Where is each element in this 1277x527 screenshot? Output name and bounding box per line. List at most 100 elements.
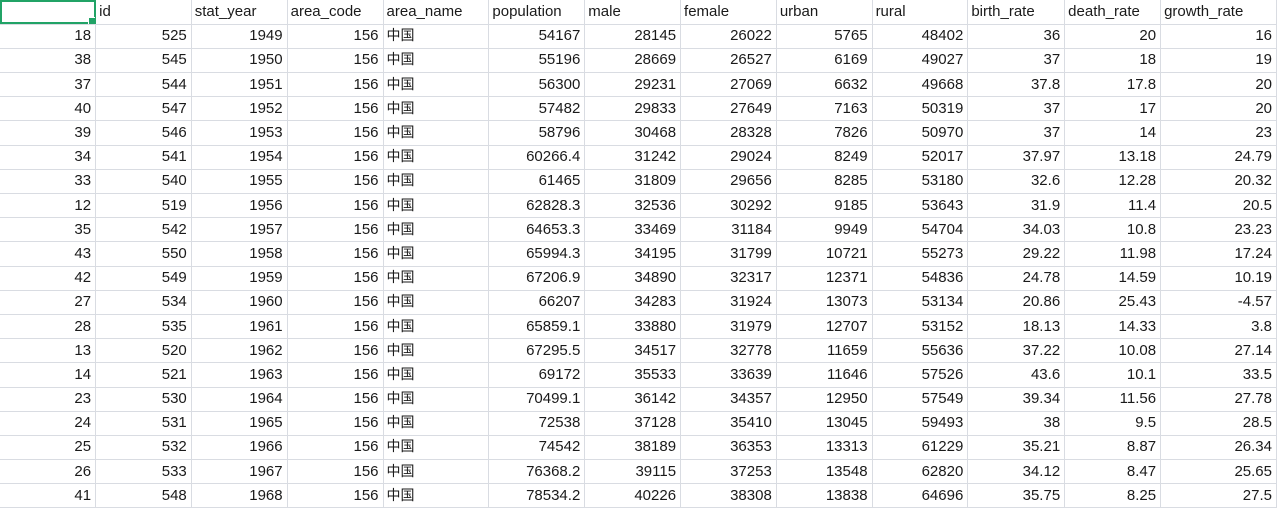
- cell-population[interactable]: 65859.1: [488, 314, 586, 340]
- cell-rural[interactable]: 49668: [872, 72, 969, 98]
- cell-id[interactable]: 542: [95, 217, 192, 243]
- cell-area-name[interactable]: 中国: [383, 266, 490, 291]
- cell-female[interactable]: 31184: [680, 217, 777, 243]
- cell-stat-year[interactable]: 1962: [191, 338, 288, 364]
- cell-rural[interactable]: 53643: [872, 193, 969, 219]
- cell-male[interactable]: 28145: [584, 24, 682, 49]
- cell-urban[interactable]: 13045: [776, 411, 873, 436]
- cell-birth-rate[interactable]: 24.78: [967, 266, 1066, 291]
- header-cell-area-code[interactable]: area_code: [287, 0, 384, 25]
- cell-birth-rate[interactable]: 35.21: [967, 435, 1066, 461]
- cell-birth-rate[interactable]: 20.86: [967, 290, 1066, 315]
- cell-death-rate[interactable]: 14.33: [1064, 314, 1162, 340]
- cell-urban[interactable]: 9185: [776, 193, 873, 219]
- cell-stat-year[interactable]: 1949: [191, 24, 288, 49]
- cell-urban[interactable]: 8249: [776, 145, 873, 170]
- cell-population[interactable]: 62828.3: [488, 193, 586, 219]
- cell-area-code[interactable]: 156: [287, 314, 384, 340]
- cell-id[interactable]: 521: [95, 362, 192, 388]
- cell-male[interactable]: 32536: [584, 193, 682, 219]
- header-cell-birth-rate[interactable]: birth_rate: [967, 0, 1066, 25]
- cell-area-name[interactable]: 中国: [383, 24, 490, 49]
- cell-population[interactable]: 67206.9: [488, 266, 586, 291]
- cell-growth-rate[interactable]: 28.5: [1160, 411, 1277, 436]
- cell-index[interactable]: 33: [0, 169, 97, 195]
- cell-area-code[interactable]: 156: [287, 459, 384, 485]
- cell-growth-rate[interactable]: 27.78: [1160, 387, 1277, 412]
- header-cell-urban[interactable]: urban: [776, 0, 873, 25]
- cell-id[interactable]: 525: [95, 24, 192, 49]
- cell-male[interactable]: 29231: [584, 72, 682, 98]
- cell-id[interactable]: 548: [95, 483, 192, 509]
- cell-index[interactable]: 13: [0, 338, 97, 364]
- cell-birth-rate[interactable]: 36: [967, 24, 1066, 49]
- cell-rural[interactable]: 50970: [872, 120, 969, 146]
- cell-index[interactable]: 35: [0, 217, 97, 243]
- cell-urban[interactable]: 13548: [776, 459, 873, 485]
- cell-area-code[interactable]: 156: [287, 96, 384, 122]
- cell-male[interactable]: 29833: [584, 96, 682, 122]
- cell-index[interactable]: 27: [0, 290, 97, 315]
- cell-rural[interactable]: 55273: [872, 241, 969, 267]
- cell-growth-rate[interactable]: 23: [1160, 120, 1277, 146]
- cell-area-name[interactable]: 中国: [383, 169, 490, 195]
- cell-birth-rate[interactable]: 18.13: [967, 314, 1066, 340]
- cell-area-code[interactable]: 156: [287, 411, 384, 436]
- cell-area-name[interactable]: 中国: [383, 290, 490, 315]
- cell-index[interactable]: 26: [0, 459, 97, 485]
- cell-death-rate[interactable]: 10.08: [1064, 338, 1162, 364]
- cell-male[interactable]: 40226: [584, 483, 682, 509]
- cell-index[interactable]: 12: [0, 193, 97, 219]
- cell-male[interactable]: 34517: [584, 338, 682, 364]
- cell-rural[interactable]: 53180: [872, 169, 969, 195]
- cell-id[interactable]: 540: [95, 169, 192, 195]
- cell-area-name[interactable]: 中国: [383, 72, 490, 98]
- cell-stat-year[interactable]: 1953: [191, 120, 288, 146]
- cell-female[interactable]: 26022: [680, 24, 777, 49]
- cell-stat-year[interactable]: 1967: [191, 459, 288, 485]
- cell-id[interactable]: 531: [95, 411, 192, 436]
- cell-index[interactable]: 39: [0, 120, 97, 146]
- cell-growth-rate[interactable]: 20: [1160, 72, 1277, 98]
- cell-urban[interactable]: 12371: [776, 266, 873, 291]
- cell-index[interactable]: 24: [0, 411, 97, 436]
- cell-index[interactable]: 23: [0, 387, 97, 412]
- cell-area-name[interactable]: 中国: [383, 120, 490, 146]
- cell-birth-rate[interactable]: 37.22: [967, 338, 1066, 364]
- cell-female[interactable]: 32317: [680, 266, 777, 291]
- cell-female[interactable]: 27069: [680, 72, 777, 98]
- cell-death-rate[interactable]: 8.87: [1064, 435, 1162, 461]
- cell-population[interactable]: 55196: [488, 48, 586, 74]
- header-cell-index[interactable]: [0, 0, 97, 25]
- cell-id[interactable]: 519: [95, 193, 192, 219]
- cell-death-rate[interactable]: 10.1: [1064, 362, 1162, 388]
- cell-stat-year[interactable]: 1952: [191, 96, 288, 122]
- cell-male[interactable]: 34890: [584, 266, 682, 291]
- cell-id[interactable]: 549: [95, 266, 192, 291]
- cell-rural[interactable]: 57526: [872, 362, 969, 388]
- cell-stat-year[interactable]: 1954: [191, 145, 288, 170]
- cell-index[interactable]: 18: [0, 24, 97, 49]
- cell-urban[interactable]: 12950: [776, 387, 873, 412]
- cell-area-code[interactable]: 156: [287, 48, 384, 74]
- cell-id[interactable]: 535: [95, 314, 192, 340]
- cell-urban[interactable]: 13838: [776, 483, 873, 509]
- cell-urban[interactable]: 9949: [776, 217, 873, 243]
- cell-area-name[interactable]: 中国: [383, 241, 490, 267]
- cell-growth-rate[interactable]: 23.23: [1160, 217, 1277, 243]
- cell-area-code[interactable]: 156: [287, 435, 384, 461]
- cell-area-name[interactable]: 中国: [383, 362, 490, 388]
- cell-growth-rate[interactable]: 20.5: [1160, 193, 1277, 219]
- cell-male[interactable]: 34195: [584, 241, 682, 267]
- cell-male[interactable]: 34283: [584, 290, 682, 315]
- cell-area-code[interactable]: 156: [287, 362, 384, 388]
- cell-rural[interactable]: 50319: [872, 96, 969, 122]
- cell-stat-year[interactable]: 1968: [191, 483, 288, 509]
- cell-urban[interactable]: 6169: [776, 48, 873, 74]
- cell-population[interactable]: 70499.1: [488, 387, 586, 412]
- cell-growth-rate[interactable]: 20: [1160, 96, 1277, 122]
- cell-death-rate[interactable]: 17: [1064, 96, 1162, 122]
- cell-area-code[interactable]: 156: [287, 24, 384, 49]
- cell-male[interactable]: 28669: [584, 48, 682, 74]
- cell-stat-year[interactable]: 1960: [191, 290, 288, 315]
